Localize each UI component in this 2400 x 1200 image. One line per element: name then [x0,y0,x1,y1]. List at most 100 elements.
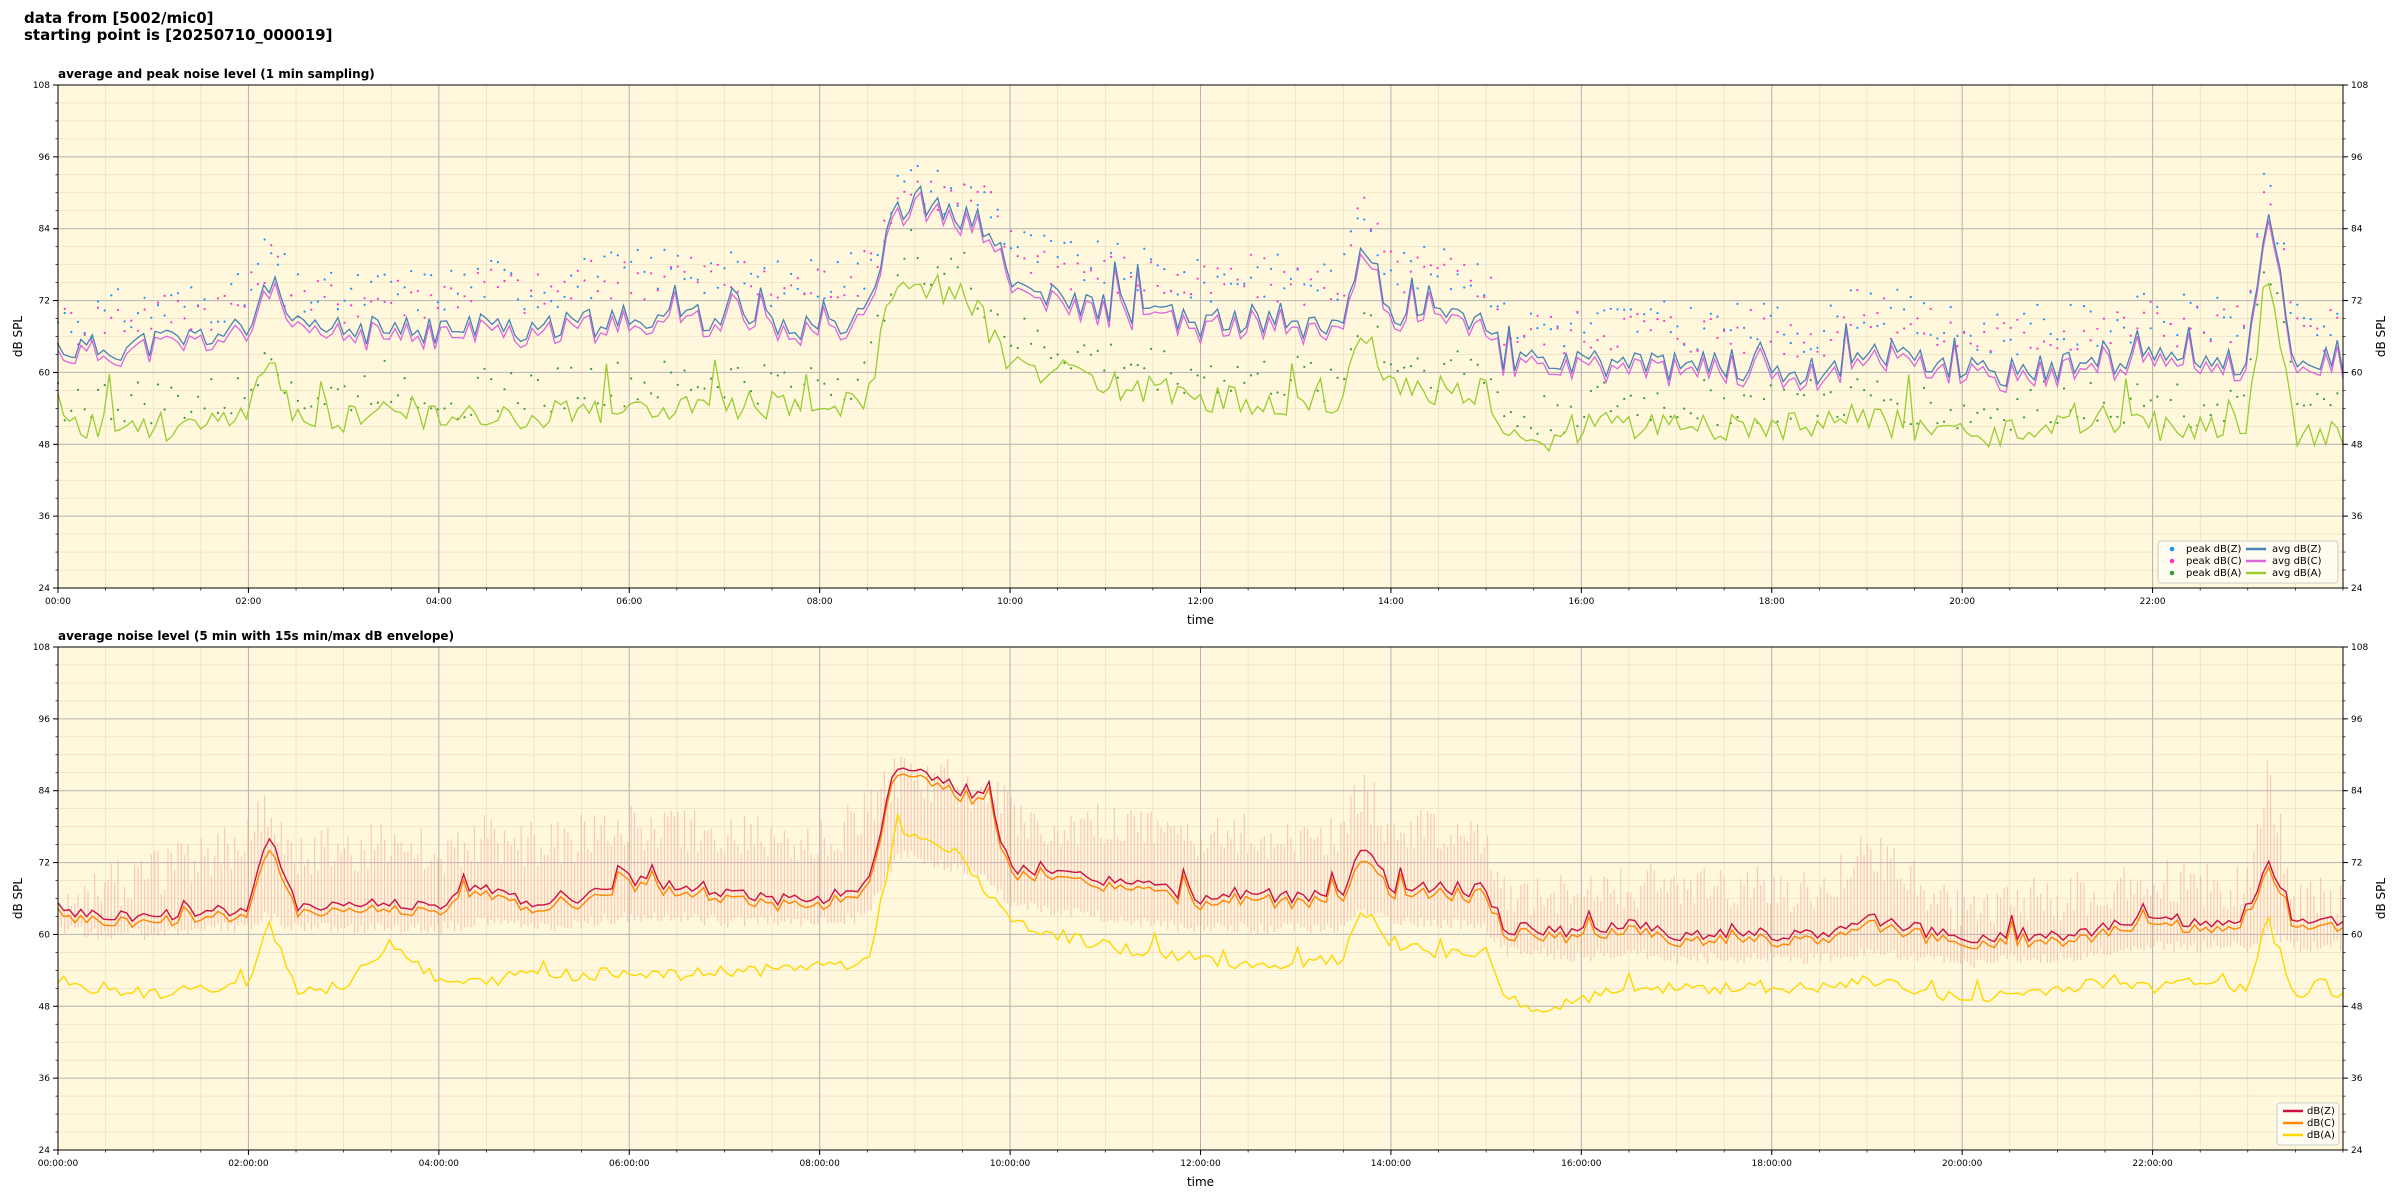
peak-point [2089,339,2092,342]
peak-point [1076,350,1079,354]
peak-point [1596,339,1599,342]
peak-point [1329,269,1332,272]
peak-point [656,289,659,292]
peak-point [1076,262,1079,265]
peak-point [1276,391,1279,394]
peak-point [1996,313,1999,316]
peak-point [310,308,313,311]
peak-point [1789,324,1792,327]
peak-point [1129,363,1133,366]
peak-point [1116,242,1119,245]
peak-point [1949,408,1952,412]
peak-point [1636,330,1639,333]
peak-point [1369,314,1372,317]
peak-point [756,293,759,296]
peak-point [2216,403,2219,406]
peak-point [1096,277,1099,280]
peak-point [2036,347,2039,350]
peak-point [1229,389,1233,392]
peak-point [1936,337,1939,340]
peak-point [1136,289,1139,292]
peak-point [770,293,773,296]
peak-point [2256,235,2259,238]
peak-point [2202,331,2206,334]
peak-point [583,279,586,282]
peak-point [1649,308,1652,311]
peak-point [816,268,819,271]
peak-point [556,305,559,308]
peak-point [596,290,599,293]
peak-point [676,383,679,386]
peak-point [1303,283,1306,286]
peak-point [743,380,746,384]
peak-point [1269,283,1273,286]
peak-point [696,281,699,284]
peak-point [243,397,246,400]
peak-point [1796,332,1799,335]
peak-point [116,308,120,311]
peak-point [1943,420,1946,423]
peak-point [1196,374,1199,377]
peak-point [1823,354,1826,357]
peak-point [683,278,686,281]
peak-point [670,267,673,270]
peak-point [450,402,453,405]
peak-point [1483,381,1486,384]
peak-point [1703,327,1706,330]
peak-point [1749,308,1752,312]
peak-point [2316,327,2319,330]
peak-point [1989,349,1992,353]
peak-point [2016,318,2019,321]
peak-point [1789,341,1792,345]
dbc-line [57,773,2344,950]
peak-point [2056,338,2059,341]
peak-point [1869,325,1872,329]
peak-point [510,274,513,277]
header-source: data from [5002/mic0] [24,9,214,27]
y-tick-label: 84 [39,225,51,235]
peak-point [1889,306,1892,309]
peak-point [336,303,339,306]
peak-point [550,285,553,288]
peak-point [1016,246,1019,249]
peak-point [116,288,120,291]
peak-point [1383,361,1386,364]
peak-point [1243,285,1246,288]
peak-point [2216,314,2219,317]
peak-point [623,266,626,269]
peak-point [2256,303,2259,306]
peak-point [2109,415,2112,418]
peak-point [896,197,899,200]
peak-point [1189,296,1193,299]
peak-point [1716,423,1719,427]
peak-point [1816,414,1819,417]
peak-point [1776,306,1779,309]
peak-point [436,301,439,304]
peak-point [416,309,419,312]
peak-point [823,382,826,385]
peak-point [996,215,999,218]
peak-point [1976,345,1979,348]
peak-point [1503,302,1506,305]
peak-point [1303,303,1306,306]
peak-point [163,408,166,411]
peak-point [1476,295,1479,298]
peak-point [2136,327,2139,330]
peak-point [1443,362,1446,365]
peak-point [570,297,573,300]
peak-point [1876,312,1879,315]
peak-point [1736,302,1739,305]
peak-point [316,280,319,283]
peak-point [776,296,779,299]
legend-marker [2169,570,2175,576]
peak-point [616,254,619,257]
peak-point [1836,315,1839,318]
peak-point [2276,242,2279,245]
peak-point [2202,404,2206,407]
peak-point [1116,291,1119,294]
peak-point [283,391,286,394]
peak-point [2302,317,2306,320]
peak-point [830,290,833,293]
peak-point [956,204,959,207]
peak-point [1036,255,1039,258]
